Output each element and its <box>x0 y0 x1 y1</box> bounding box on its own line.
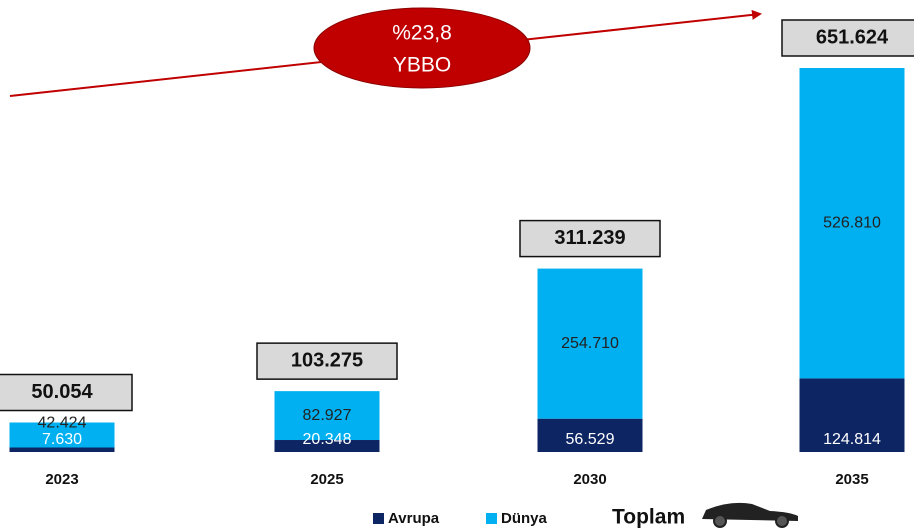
total-label: 50.054 <box>31 381 93 403</box>
legend-swatch <box>486 513 497 524</box>
value-label: 526.810 <box>823 214 881 231</box>
value-label: 254.710 <box>561 335 619 352</box>
legend-label: Avrupa <box>388 510 440 527</box>
total-label: 103.275 <box>291 349 363 371</box>
x-tick-label: 2030 <box>573 471 606 488</box>
legend-label: Dünya <box>501 510 548 527</box>
bar-segment <box>799 378 905 452</box>
bar-segment <box>9 447 115 452</box>
value-label: 56.529 <box>566 431 615 448</box>
bar-segment <box>537 418 643 452</box>
x-tick-label: 2023 <box>45 471 78 488</box>
total-label: 651.624 <box>816 26 889 48</box>
bar-segment <box>274 391 380 441</box>
x-tick-label: 2035 <box>835 471 868 488</box>
value-label: 124.814 <box>823 431 881 448</box>
total-label: 311.239 <box>554 227 625 249</box>
value-label: 7.630 <box>42 431 82 448</box>
total-box <box>781 19 914 57</box>
bar-segment <box>537 268 643 419</box>
total-box <box>519 219 661 258</box>
value-label: 82.927 <box>303 407 352 424</box>
legend-swatch <box>373 513 384 524</box>
bar-segment <box>9 422 115 448</box>
value-label: 20.348 <box>303 431 352 448</box>
bar-segment <box>274 440 380 452</box>
total-legend-car <box>702 502 798 528</box>
legend-label: Toplam <box>612 506 685 529</box>
x-tick-label: 2025 <box>310 471 343 488</box>
cagr-value: %23,8 <box>392 22 452 45</box>
value-label: 42.424 <box>38 415 87 432</box>
cagr-badge <box>313 7 531 89</box>
cagr-label: YBBO <box>393 54 451 77</box>
total-box <box>256 342 398 380</box>
bar-segment <box>799 68 905 379</box>
total-box <box>0 373 133 412</box>
